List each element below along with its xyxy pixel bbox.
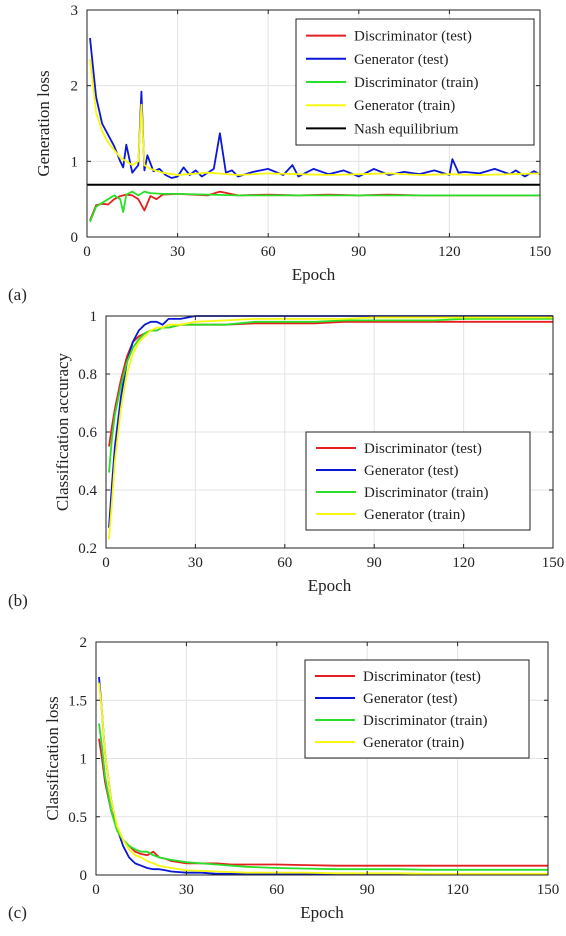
chart-panel-3: 0 30 60 90 120 150 0 0.5 1 1.5 2 Epoch Classificatio…	[8, 635, 559, 922]
legend-label: Generator (train)	[364, 507, 465, 523]
x-tick-label: 0	[102, 555, 110, 571]
axes-frame	[86, 9, 541, 238]
legend: Discriminator (test) Generator (test) Disc…	[305, 431, 531, 531]
y-tick-label: 0.2	[78, 541, 97, 557]
legend-label: Generator (test)	[354, 52, 449, 68]
x-axis-label: Epoch	[308, 576, 352, 595]
legend-box	[295, 18, 535, 146]
x-tick-label: 30	[188, 555, 203, 571]
x-axis-label: Epoch	[292, 265, 336, 284]
y-tick-label: 1	[90, 309, 98, 325]
y-tick-label: 1	[80, 752, 88, 768]
y-tick-label: 0	[80, 868, 88, 884]
x-tick-label: 120	[446, 882, 469, 898]
legend-label: Generator (test)	[363, 691, 458, 707]
y-tick-label: 1.5	[68, 693, 87, 709]
y-tick-label: 2	[71, 79, 79, 95]
panel-label: (b)	[8, 591, 28, 610]
legend-label: Discriminator (test)	[364, 441, 482, 457]
x-tick-label: 30	[179, 882, 194, 898]
series-line	[98, 682, 548, 875]
x-tick-label: 30	[170, 244, 185, 260]
legend-label: Generator (test)	[364, 463, 459, 479]
x-tick-label: 60	[269, 882, 284, 898]
x-tick-label: 150	[542, 555, 565, 571]
series-line	[108, 317, 553, 473]
series-line	[108, 320, 553, 447]
y-tick-label: 0.4	[78, 483, 97, 499]
x-tick-label: 90	[351, 244, 366, 260]
series-line	[89, 190, 540, 223]
x-tick-label: 150	[529, 244, 552, 260]
x-tick-label: 150	[537, 882, 560, 898]
series-line	[89, 37, 541, 179]
legend-label: Discriminator (test)	[363, 669, 481, 685]
chart-panel-2: 0 30 60 90 120 150 0.2 0.4 0.6 0.8 1 Epoch Classific…	[8, 309, 564, 610]
series-line	[89, 59, 541, 176]
panel-label: (a)	[8, 285, 27, 304]
x-tick-label: 0	[92, 882, 100, 898]
legend-label: Discriminator (test)	[354, 29, 472, 45]
y-tick-label: 0.8	[78, 367, 97, 383]
legend: Discriminator (test) Generator (test) Disc…	[304, 659, 530, 759]
x-tick-label: 60	[261, 244, 276, 260]
y-tick-label: 3	[71, 3, 79, 19]
y-axis-label: Generation loss	[34, 70, 53, 176]
x-tick-label: 90	[367, 555, 382, 571]
x-tick-label: 120	[438, 244, 461, 260]
y-tick-label: 1	[71, 154, 79, 170]
series-line	[108, 316, 553, 540]
series-line	[98, 723, 548, 871]
x-axis-label: Epoch	[300, 903, 344, 922]
x-tick-label: 90	[360, 882, 375, 898]
x-tick-label: 0	[83, 244, 91, 260]
y-tick-label: 0.6	[78, 425, 97, 441]
y-tick-label: 0	[71, 230, 79, 246]
y-axis-label: Classification loss	[43, 696, 62, 820]
legend-label: Discriminator (train)	[364, 485, 489, 501]
legend: Discriminator (test) Generator (test) Disc…	[295, 18, 535, 146]
legend-label: Generator (train)	[363, 735, 464, 751]
legend-label: Discriminator (train)	[354, 75, 479, 91]
legend-label: Generator (train)	[354, 98, 455, 114]
legend-label: Nash equilibrium	[354, 121, 459, 137]
legend-label: Discriminator (train)	[363, 713, 488, 729]
chart-panel-1: 0 30 60 90 120 150 0 1 2 3 Epoch Generation loss (a)…	[8, 3, 551, 304]
panel-label: (c)	[8, 903, 27, 922]
y-tick-label: 2	[80, 635, 88, 651]
y-tick-label: 0.5	[68, 810, 87, 826]
x-tick-label: 60	[277, 555, 292, 571]
x-tick-label: 120	[452, 555, 475, 571]
y-axis-label: Classification accuracy	[53, 352, 72, 511]
